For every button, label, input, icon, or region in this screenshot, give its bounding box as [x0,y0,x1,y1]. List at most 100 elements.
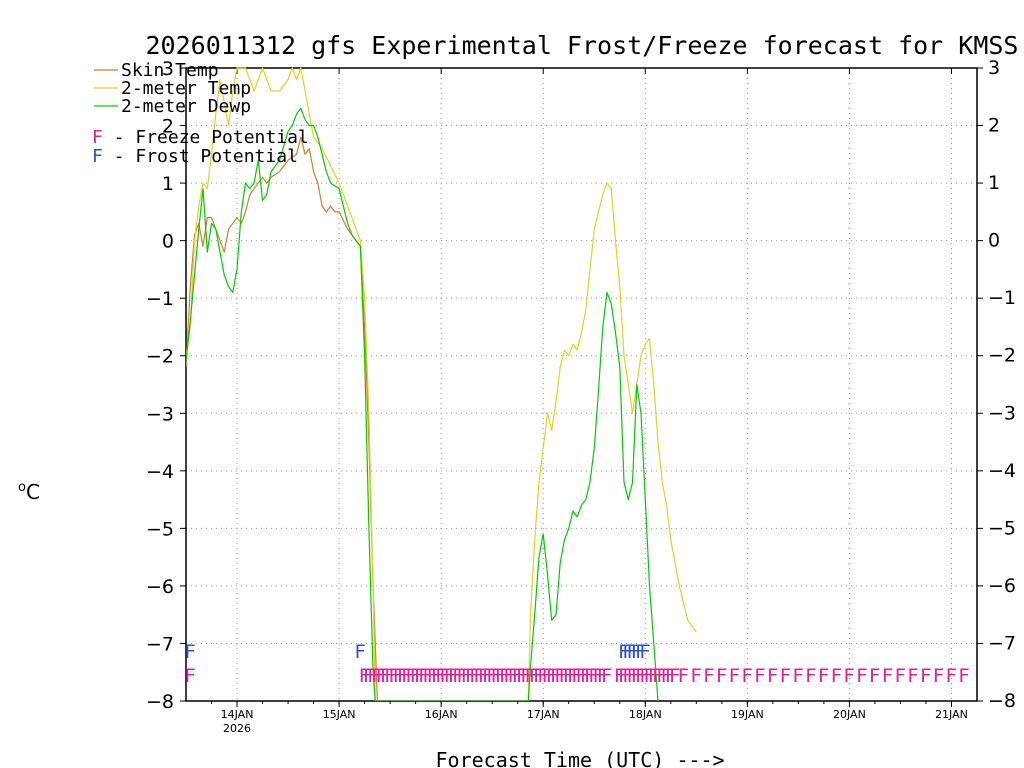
freeze-marker: F [448,665,459,687]
freeze-marker: F [567,665,578,687]
freeze-marker: F [537,665,548,687]
y-axis-label: oC [18,480,40,504]
x-tick-label: 16JAN [425,708,458,721]
freeze-marker: F [184,665,195,687]
freeze-marker: F [635,665,646,687]
y-tick-label-left: 2 [162,116,174,138]
y-tick-label-right: 1 [988,172,1000,194]
freeze-marker: F [639,665,650,687]
potential-legend-entry: F - Frost Potential [92,146,298,167]
freeze-marker: F [563,665,574,687]
freeze-marker: F [907,665,918,687]
legend-label: 2-meter Temp [121,78,251,99]
x-tick-label: 15JAN [323,708,356,721]
freeze-marker: F [614,665,625,687]
freeze-marker: F [529,665,540,687]
y-tick-label-right: −5 [988,517,1016,539]
freeze-marker: F [678,665,689,687]
freeze-marker: F [380,665,391,687]
freeze-marker: F [371,665,382,687]
freeze-marker: F [894,665,905,687]
y-tick-label-left: −4 [146,461,174,483]
freeze-marker: F [703,665,714,687]
freeze-marker: F [584,665,595,687]
freeze-marker: F [754,665,765,687]
frost-marker: F [184,641,195,663]
freeze-marker: F [780,665,791,687]
y-tick-label-right: −1 [988,287,1016,309]
freeze-marker: F [644,665,655,687]
y-tick-label-left: −6 [146,576,174,598]
freeze-marker: F [376,665,387,687]
series-line-skin-temp [186,136,378,701]
y-tick-label-left: 3 [162,58,174,80]
y-tick-label-left: −2 [146,346,174,368]
x-tick-label: 18JAN [629,708,662,721]
grid [186,68,977,701]
potential-legend-letter: F [92,127,103,148]
freeze-marker: F [656,665,667,687]
freeze-marker: F [461,665,472,687]
freeze-marker: F [469,665,480,687]
frost-marker: F [618,641,629,663]
freeze-marker: F [690,665,701,687]
freeze-marker: F [792,665,803,687]
freeze-marker: F [716,665,727,687]
y-tick-label-left: −7 [146,633,174,655]
freeze-marker: F [618,665,629,687]
y-tick-label-left: −3 [146,403,174,425]
freeze-marker: F [452,665,463,687]
freeze-marker: F [933,665,944,687]
frost-marker: F [639,641,650,663]
freeze-marker: F [541,665,552,687]
freeze-marker: F [444,665,455,687]
freeze-marker: F [669,665,680,687]
freeze-marker: F [550,665,561,687]
freeze-marker: F [490,665,501,687]
freeze-marker: F [524,665,535,687]
freeze-marker: F [410,665,421,687]
freeze-marker: F [388,665,399,687]
freeze-marker: F [665,665,676,687]
freeze-marker: F [363,665,374,687]
potential-legend-text: - Frost Potential [103,146,298,167]
freeze-marker: F [627,665,638,687]
y-axis: 3 3 2 2 1 1 0 0 −1 −1 −2 −2 −3 −3 −4 −4 −5 −5 −6 −6 −7 −7 −8 −8 [146,57,1016,713]
freeze-marker: F [367,665,378,687]
freeze-marker: F [520,665,531,687]
y-tick-label-right: 3 [988,57,1000,79]
freeze-marker: F [945,665,956,687]
freeze-marker: F [503,665,514,687]
freeze-marker: F [648,665,659,687]
potential-markers: F FFFFFFFFFFFFFFFFFFFFFFFFFFFFFFFFFFFFFFF… [184,641,969,687]
y-tick-label-right: 2 [988,115,1000,137]
freeze-marker: F [499,665,510,687]
freeze-marker: F [920,665,931,687]
y-tick-label-right: −2 [988,345,1016,367]
freeze-marker: F [359,665,370,687]
y-tick-label-right: −6 [988,575,1016,597]
freeze-marker: F [597,665,608,687]
frost-marker: F [354,641,365,663]
freeze-marker: F [414,665,425,687]
y-tick-label-right: −8 [988,690,1016,712]
x-tick-label: 17JAN [527,708,560,721]
frost-marker: F [622,641,633,663]
freeze-marker: F [558,665,569,687]
freeze-marker: F [512,665,523,687]
freeze-marker: F [958,665,969,687]
legend-label: 2-meter Dewp [121,96,251,117]
freeze-marker: F [805,665,816,687]
potential-legend-text: - Freeze Potential [103,127,309,148]
freeze-marker: F [856,665,867,687]
freeze-marker: F [843,665,854,687]
potential-legend-entry: F - Freeze Potential [92,127,309,148]
freeze-marker: F [431,665,442,687]
freeze-marker: F [729,665,740,687]
x-tick-label: 14JAN [221,708,254,721]
freeze-marker: F [593,665,604,687]
freeze-marker: F [741,665,752,687]
y-tick-label-left: −8 [146,691,174,713]
